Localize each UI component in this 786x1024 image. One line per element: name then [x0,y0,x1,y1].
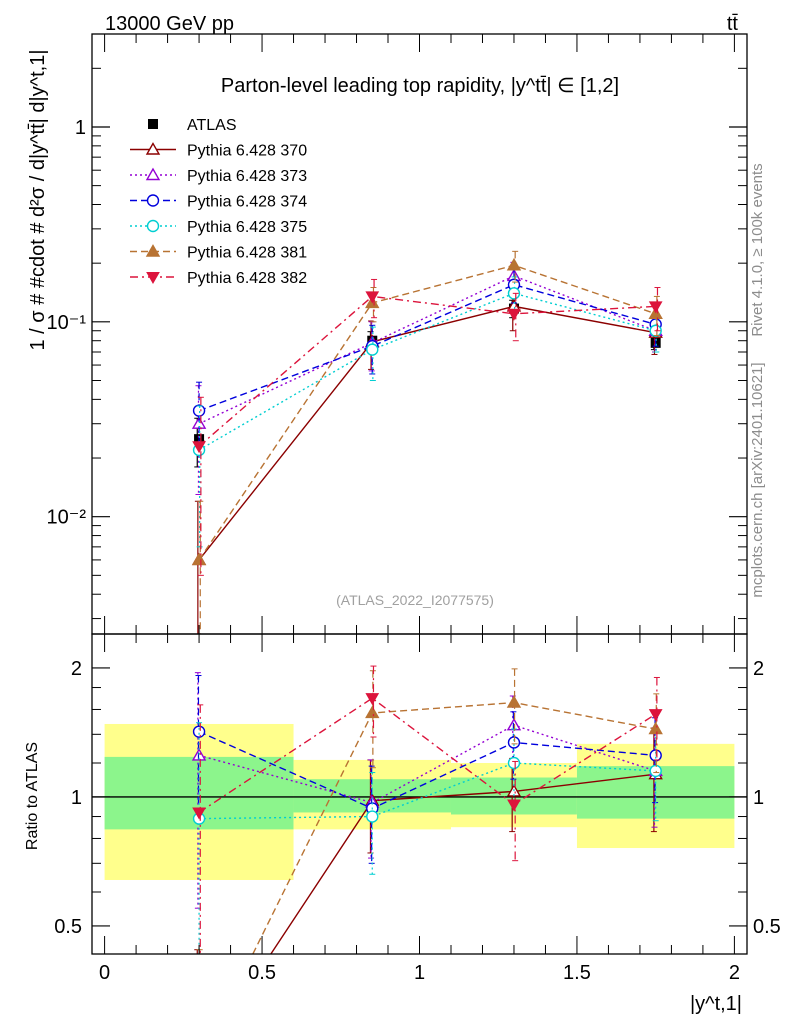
ratio-series-line [270,773,656,954]
legend-marker [145,244,161,257]
ratio-point [649,749,662,762]
main-point [191,552,207,566]
main-ytick-label: 10⁻² [47,507,87,529]
ratio-point [507,756,521,770]
ratio-point [192,725,206,738]
main-point [506,257,522,271]
ratio-point [507,799,521,812]
legend-label: ATLAS [187,117,237,134]
x-tick-label: 0 [99,962,110,984]
main-series-line [198,264,656,561]
main-point [365,291,380,304]
legend-entry: Pythia 6.428 382 [130,270,307,287]
main-ytick-label: 1 [75,117,86,139]
main-series-5 [191,250,663,634]
ratio-series-5 [192,665,663,954]
legend-entry: Pythia 6.428 374 [130,194,307,211]
ratio-point [648,709,663,722]
main-series-6 [192,278,663,576]
ratio-point [507,736,521,749]
legend-label: Pythia 6.428 381 [187,245,307,262]
ratio-ytick-label-right: 1 [753,787,764,809]
main-title: Parton-level leading top rapidity, |y^tt… [221,75,619,97]
analysis-watermark: (ATLAS_2022_I2077575) [336,592,494,608]
ratio-ytick-label-right: 2 [753,658,764,680]
ratio-series-line [198,731,656,810]
legend-marker [145,167,161,181]
legend: ATLAS Pythia 6.428 370 Pythia 6.428 373 Pyt… [130,117,307,287]
rivet-label: Rivet 4.1.0, ≥ 100k events [749,163,766,336]
header-left: 13000 GeV pp [105,13,234,35]
ratio-ytick-label-left: 2 [71,658,82,680]
mcplots-label: mcplots.cern.ch [arXiv:2401.10621] [749,362,766,597]
x-tick-label: 1.5 [563,962,591,984]
main-ylabel: 1 / σ # #cdot # d²σ / d|y^tt̄| d|y^t,1| [27,49,49,350]
ratio-panel: 0.5 0.5 1 1 2 2 0 0.5 1 1.5 2 Ratio to ATLAS |y^t,… [24,633,781,1015]
ratio-ylabel: Ratio to ATLAS [24,742,41,850]
x-axis-label: |y^t,1| [690,993,742,1015]
legend-label: Pythia 6.428 375 [187,219,307,236]
main-series-line [198,305,656,561]
legend-label: Pythia 6.428 370 [187,143,307,160]
legend-entry: Pythia 6.428 370 [130,142,307,160]
ratio-point [365,705,380,719]
main-series-line [198,295,656,447]
main-point [507,308,521,321]
main-point [366,343,379,356]
ratio-point [366,810,379,823]
main-point [648,301,663,314]
legend-entry: Pythia 6.428 375 [130,219,307,236]
legend-entry: Pythia 6.428 381 [130,244,307,262]
x-tick-label: 1 [414,962,425,984]
legend-marker [146,272,160,285]
legend-label: Pythia 6.428 382 [187,270,307,287]
main-series-line [198,275,656,425]
main-point [192,441,206,454]
legend-label: Pythia 6.428 373 [187,168,307,185]
ratio-point [649,764,662,778]
main-panel: 10⁻² 10⁻¹ 1 Parton-level leading top rapid… [27,33,748,635]
legend-label: Pythia 6.428 374 [187,194,307,211]
ratio-point [365,693,380,706]
legend-marker [145,142,161,155]
main-series-group [191,250,663,634]
main-series-1 [191,287,663,634]
header-right: tt̄ [727,13,739,35]
main-series-line [198,283,656,412]
ratio-series-line [198,724,656,804]
x-tick-label: 2 [729,962,740,984]
ratio-series-line [198,697,657,814]
ratio-ytick-label-left: 1 [71,787,82,809]
legend-entry: ATLAS [148,117,237,134]
main-series-3 [192,269,662,455]
main-ytick-label: 10⁻¹ [47,312,87,334]
ratio-ytick-label-left: 0.5 [54,916,82,938]
legend-marker [146,219,160,233]
x-tick-label: 0.5 [248,962,276,984]
ratio-series-line [199,762,656,820]
ratio-point [506,695,522,708]
main-series-0 [194,299,661,468]
legend-entry: Pythia 6.428 373 [130,167,307,185]
ratio-series-group [191,665,663,954]
ratio-point [648,721,663,735]
ratio-ytick-label-right: 0.5 [753,916,781,938]
ratio-point [192,807,206,820]
main-series-2 [191,261,663,495]
legend-marker [148,119,158,129]
legend-marker [146,194,160,207]
main-series-line [198,292,656,451]
